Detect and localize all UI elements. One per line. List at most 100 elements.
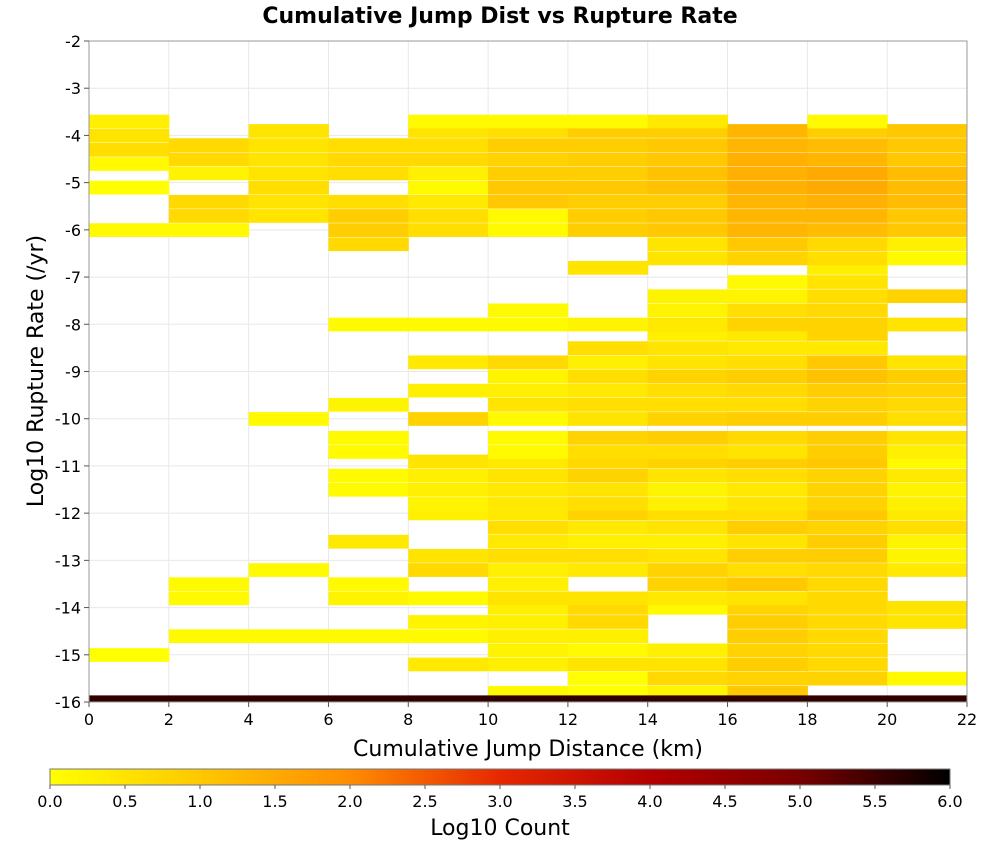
heatmap-cell — [328, 591, 409, 606]
heatmap-cell — [408, 194, 489, 209]
heatmap-cell — [168, 209, 250, 223]
heatmap-cell — [89, 114, 170, 129]
heatmap-cell — [647, 223, 729, 237]
heatmap-cell — [408, 138, 489, 152]
heatmap-cell — [567, 671, 649, 686]
colorbar-tick-label: 0.5 — [112, 792, 137, 811]
colorbar-tick-label: 3.5 — [562, 792, 587, 811]
heatmap-cell — [168, 152, 250, 167]
heatmap-cell — [567, 355, 649, 370]
heatmap-cell — [567, 152, 649, 167]
heatmap-cell — [567, 209, 649, 223]
heatmap-cell — [807, 577, 888, 592]
heatmap-cell — [647, 369, 729, 384]
heatmap-cell — [567, 369, 649, 384]
heatmap-cell — [488, 138, 569, 152]
heatmap-cell — [408, 152, 489, 167]
heatmap-cell — [887, 209, 968, 223]
heatmap-cell — [248, 124, 329, 138]
heatmap-cell — [887, 138, 968, 152]
y-ticks: -16 -15 -14 -13 -12 -11 -10 -9 -8 -7 -6 -5 -4 -3 -2 — [55, 32, 89, 712]
heatmap-cell — [168, 138, 250, 152]
heatmap-cell — [567, 468, 649, 483]
heatmap-cell — [727, 152, 808, 167]
colorbar-tick-label: 6.0 — [937, 792, 962, 811]
heatmap-cell — [408, 549, 489, 563]
heatmap-cell — [807, 166, 888, 181]
heatmap-cell — [328, 468, 409, 483]
heatmap-cell — [887, 468, 968, 483]
heatmap-cell — [567, 563, 649, 577]
heatmap-cell — [807, 383, 888, 398]
x-tick-label: 4 — [244, 710, 254, 729]
heatmap-cell — [488, 180, 569, 195]
heatmap-cell — [567, 138, 649, 152]
heatmap-cell — [727, 251, 808, 266]
heatmap-cell — [807, 180, 888, 195]
y-tick-label: -12 — [55, 504, 81, 523]
heatmap-cell — [567, 445, 649, 459]
heatmap-cell — [727, 549, 808, 563]
heatmap-cell — [647, 355, 729, 370]
heatmap-cell — [727, 209, 808, 223]
heatmap-cell — [647, 657, 729, 672]
colorbar-ticks: 0.0 0.5 1.0 1.5 2.0 2.5 3.0 3.5 4.0 4.5 5.0 5.5 6.0 — [37, 785, 963, 811]
heatmap-cell — [647, 412, 729, 426]
heatmap-cell — [408, 563, 489, 577]
heatmap-cell — [727, 383, 808, 398]
heatmap-cell — [488, 534, 569, 549]
heatmap-cell — [488, 629, 569, 644]
colorbar-tick-label: 2.0 — [337, 792, 362, 811]
heatmap-cell — [647, 303, 729, 318]
colorbar-tick-label: 1.0 — [187, 792, 212, 811]
heatmap-cell — [807, 591, 888, 606]
heatmap-cell — [887, 383, 968, 398]
heatmap-cell — [807, 534, 888, 549]
heatmap-cell — [408, 629, 489, 644]
heatmap-cell — [727, 138, 808, 152]
heatmap-cell — [567, 430, 649, 445]
heatmap-cell — [887, 615, 968, 629]
heatmap-cell — [168, 166, 250, 181]
heatmap-cell — [727, 124, 808, 138]
heatmap-cell — [887, 124, 968, 138]
heatmap-cell — [328, 209, 409, 223]
heatmap-cell — [488, 430, 569, 445]
heatmap-cell — [488, 577, 569, 592]
heatmap-cell — [567, 383, 649, 398]
heatmap-cell — [567, 412, 649, 426]
heatmap-cell — [887, 166, 968, 181]
heatmap-cell — [727, 355, 808, 370]
heatmap-cell — [89, 142, 170, 157]
heatmap-cell — [647, 534, 729, 549]
heatmap-cell — [727, 534, 808, 549]
heatmap-cell — [328, 430, 409, 445]
heatmap-cell — [807, 251, 888, 266]
heatmap-cell — [567, 166, 649, 181]
heatmap-cell — [408, 454, 489, 469]
heatmap-cell — [807, 445, 888, 459]
heatmap-cell — [328, 194, 409, 209]
heatmap-cell — [408, 657, 489, 672]
heatmap-cell — [727, 563, 808, 577]
heatmap-cell — [408, 223, 489, 237]
heatmap-cell — [567, 549, 649, 563]
heatmap-cell — [807, 303, 888, 318]
heatmap-cell — [488, 152, 569, 167]
heatmap-cell — [807, 237, 888, 252]
heatmap-cell — [488, 223, 569, 237]
heatmap-cell — [488, 615, 569, 629]
heatmap-cell — [647, 237, 729, 252]
heatmap-cell — [647, 591, 729, 606]
heatmap-cell — [807, 520, 888, 535]
heatmap-cell — [807, 317, 888, 332]
heatmap-cell — [887, 497, 968, 511]
y-tick-label: -10 — [55, 410, 81, 429]
heatmap-cell — [887, 430, 968, 445]
heatmap-cell — [807, 114, 888, 129]
y-tick-label: -4 — [65, 126, 81, 145]
y-axis-label: Log10 Rupture Rate (/yr) — [24, 235, 49, 507]
heatmap-cell — [887, 152, 968, 167]
heatmap-cell — [727, 497, 808, 511]
